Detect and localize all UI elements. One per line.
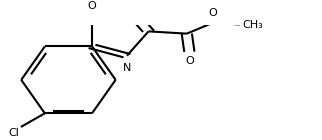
Text: N: N: [123, 62, 131, 73]
Text: O: O: [185, 56, 194, 66]
Text: O: O: [88, 1, 96, 11]
Text: CH₃: CH₃: [243, 20, 263, 30]
Text: Cl: Cl: [8, 128, 19, 138]
Text: O: O: [208, 8, 217, 18]
